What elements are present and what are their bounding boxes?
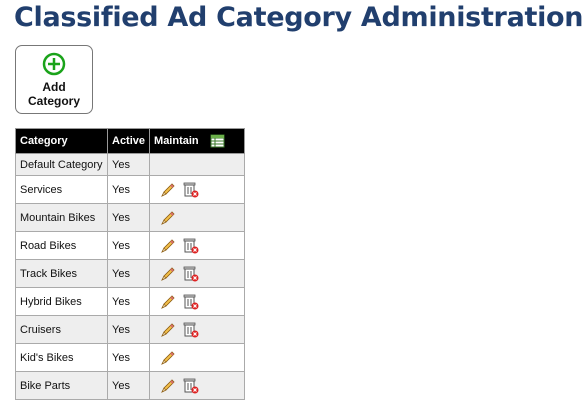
category-cell: Services <box>15 175 108 204</box>
maintain-cell <box>149 259 246 288</box>
edit-icon[interactable] <box>160 378 176 394</box>
maintain-cell <box>149 315 246 344</box>
grid-icon[interactable] <box>210 134 226 148</box>
active-cell: Yes <box>106 175 151 204</box>
table-row: Kid's Bikes Yes <box>15 343 246 372</box>
delete-icon[interactable] <box>182 321 200 339</box>
active-cell: Yes <box>106 153 151 176</box>
category-cell: Track Bikes <box>15 259 108 288</box>
add-category-button[interactable]: Add Category <box>15 45 93 114</box>
maintain-cell <box>149 343 246 372</box>
table-row: Cruisers Yes <box>15 315 246 344</box>
table-row: Mountain Bikes Yes <box>15 203 246 232</box>
maintain-cell <box>149 371 246 400</box>
delete-icon[interactable] <box>182 377 200 395</box>
maintain-cell <box>149 153 246 176</box>
active-cell: Yes <box>106 203 151 232</box>
category-cell: Mountain Bikes <box>15 203 108 232</box>
edit-icon[interactable] <box>160 182 176 198</box>
active-cell: Yes <box>106 315 151 344</box>
table-row: Road Bikes Yes <box>15 231 246 260</box>
column-header: Maintain <box>149 128 246 154</box>
table-row: Hybrid Bikes Yes <box>15 287 246 316</box>
category-cell: Cruisers <box>15 315 108 344</box>
edit-icon[interactable] <box>160 238 176 254</box>
active-cell: Yes <box>106 343 151 372</box>
active-cell: Yes <box>106 287 151 316</box>
category-cell: Bike Parts <box>15 371 108 400</box>
delete-icon[interactable] <box>182 293 200 311</box>
edit-icon[interactable] <box>160 266 176 282</box>
delete-icon[interactable] <box>182 181 200 199</box>
category-cell: Road Bikes <box>15 231 108 260</box>
delete-icon[interactable] <box>182 237 200 255</box>
edit-icon[interactable] <box>160 322 176 338</box>
delete-icon[interactable] <box>182 265 200 283</box>
table-row: Default Category Yes <box>15 153 246 176</box>
column-header: Category <box>15 128 108 154</box>
edit-icon[interactable] <box>160 350 176 366</box>
add-icon <box>42 52 66 76</box>
maintain-cell <box>149 175 246 204</box>
table-row: Track Bikes Yes <box>15 259 246 288</box>
edit-icon[interactable] <box>160 210 176 226</box>
table-row: Services Yes <box>15 175 246 204</box>
table-row: Bike Parts Yes <box>15 371 246 400</box>
maintain-cell <box>149 203 246 232</box>
category-cell: Default Category <box>15 153 108 176</box>
edit-icon[interactable] <box>160 294 176 310</box>
category-cell: Kid's Bikes <box>15 343 108 372</box>
active-cell: Yes <box>106 259 151 288</box>
active-cell: Yes <box>106 231 151 260</box>
active-cell: Yes <box>106 371 151 400</box>
category-table: Category Active Maintain Default Categor… <box>15 128 246 400</box>
maintain-cell <box>149 287 246 316</box>
maintain-cell <box>149 231 246 260</box>
category-cell: Hybrid Bikes <box>15 287 108 316</box>
header-row: Category Active Maintain <box>15 128 246 154</box>
page-title: Classified Ad Category Administration <box>14 2 583 33</box>
column-header: Active <box>106 128 151 154</box>
button-label: Add Category <box>27 80 80 108</box>
column-header-label: Maintain <box>154 134 199 147</box>
